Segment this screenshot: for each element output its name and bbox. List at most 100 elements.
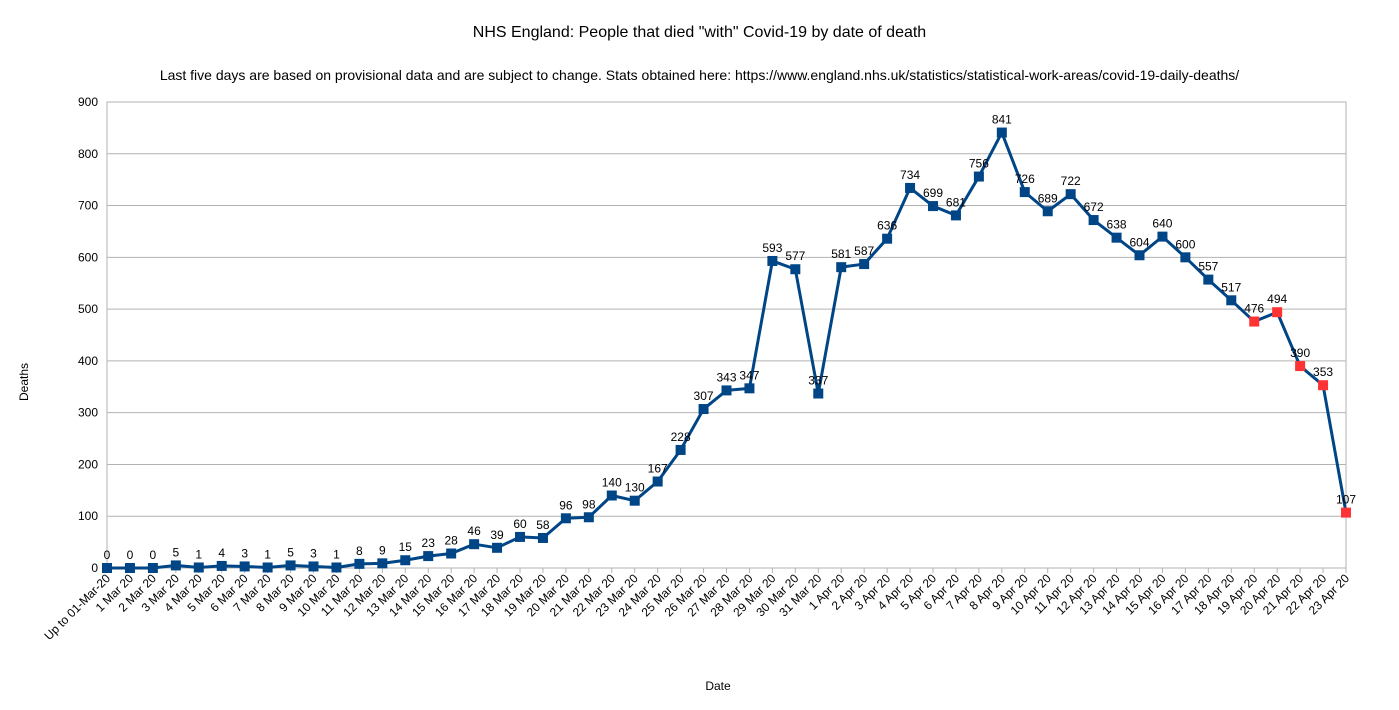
data-label: 28 — [444, 534, 458, 548]
data-point — [400, 555, 411, 566]
data-point — [996, 127, 1007, 138]
data-point — [1203, 274, 1214, 285]
chart-subtitle: Last five days are based on provisional … — [159, 67, 1240, 83]
data-point — [423, 551, 434, 562]
data-point — [285, 560, 296, 571]
data-label: 636 — [877, 219, 897, 233]
y-tick-label: 600 — [78, 250, 98, 264]
data-label: 347 — [739, 368, 759, 382]
data-label: 557 — [1198, 260, 1218, 274]
data-label: 390 — [1290, 346, 1310, 360]
data-label: 3 — [310, 546, 317, 560]
data-label: 307 — [694, 389, 714, 403]
data-label: 130 — [625, 481, 645, 495]
data-point — [1226, 295, 1237, 306]
data-label: 353 — [1313, 365, 1333, 379]
data-point — [950, 210, 961, 221]
data-label: 600 — [1175, 237, 1195, 251]
data-label: 46 — [467, 524, 481, 538]
y-tick-label: 300 — [78, 406, 98, 420]
data-label: 734 — [900, 168, 920, 182]
data-point — [193, 562, 204, 573]
data-point — [537, 532, 548, 543]
data-label: 5 — [172, 545, 179, 559]
data-point — [124, 563, 135, 573]
data-point-provisional — [1318, 380, 1329, 391]
y-tick-label: 800 — [78, 147, 98, 161]
data-point — [652, 476, 663, 487]
data-point — [170, 560, 181, 571]
y-tick-label: 500 — [78, 302, 98, 316]
data-label: 4 — [218, 546, 225, 560]
data-point-provisional — [1341, 507, 1351, 518]
y-axis-ticks: 0 100 200 300 400 500 600 700 800 900 — [78, 95, 98, 575]
data-point — [560, 513, 571, 524]
data-label: 8 — [356, 544, 363, 558]
data-point — [1065, 189, 1076, 200]
data-label: 167 — [648, 462, 668, 476]
data-label: 5 — [287, 545, 294, 559]
data-point — [744, 383, 755, 394]
data-point — [377, 558, 388, 569]
data-point-provisional — [1295, 361, 1306, 372]
data-point — [492, 542, 503, 553]
data-label: 60 — [513, 517, 527, 531]
data-point — [216, 560, 227, 571]
data-point — [354, 558, 365, 569]
data-label: 476 — [1244, 302, 1264, 316]
data-label: 577 — [785, 249, 805, 263]
data-point — [308, 561, 319, 572]
y-tick-label: 0 — [91, 561, 98, 575]
data-point — [606, 490, 617, 501]
data-point — [675, 444, 686, 455]
data-point — [469, 539, 480, 550]
data-label: 23 — [422, 536, 436, 550]
data-point — [698, 404, 709, 415]
data-label: 39 — [490, 528, 504, 542]
series-line — [107, 131, 1348, 570]
data-label: 841 — [992, 113, 1012, 127]
data-label: 0 — [104, 548, 111, 562]
data-label: 3 — [241, 546, 248, 560]
data-label: 140 — [602, 476, 622, 490]
data-label: 15 — [399, 540, 413, 554]
y-tick-label: 400 — [78, 354, 98, 368]
data-point — [239, 561, 250, 572]
data-label: 638 — [1107, 218, 1127, 232]
data-point-provisional — [1249, 316, 1260, 327]
data-label: 517 — [1221, 280, 1241, 294]
chart-title: NHS England: People that died "with" Cov… — [472, 24, 927, 41]
data-point — [1157, 231, 1168, 242]
data-label: 228 — [671, 430, 691, 444]
data-label: 0 — [150, 548, 157, 562]
data-label: 756 — [969, 157, 989, 171]
y-tick-label: 100 — [78, 509, 98, 523]
data-label: 0 — [127, 548, 134, 562]
data-point — [767, 255, 778, 266]
data-point — [882, 233, 893, 244]
data-label: 593 — [762, 241, 782, 255]
data-point — [721, 385, 732, 396]
data-point — [583, 512, 594, 523]
data-point-provisional — [1272, 307, 1283, 318]
data-label: 581 — [831, 247, 851, 261]
x-axis-label: Date — [705, 679, 731, 693]
data-label: 337 — [808, 374, 828, 388]
data-point — [928, 201, 938, 212]
data-point — [446, 548, 457, 559]
data-label: 343 — [716, 370, 736, 384]
data-point — [147, 563, 158, 573]
data-point — [790, 264, 801, 275]
data-point — [836, 262, 847, 273]
data-label: 604 — [1129, 235, 1149, 249]
data-point — [1134, 250, 1145, 261]
data-label: 1 — [195, 547, 202, 561]
data-label: 58 — [536, 518, 550, 532]
data-label: 681 — [946, 195, 966, 209]
data-label: 96 — [559, 498, 573, 512]
data-label: 494 — [1267, 292, 1287, 306]
data-point — [1042, 206, 1053, 217]
data-point — [859, 259, 870, 270]
